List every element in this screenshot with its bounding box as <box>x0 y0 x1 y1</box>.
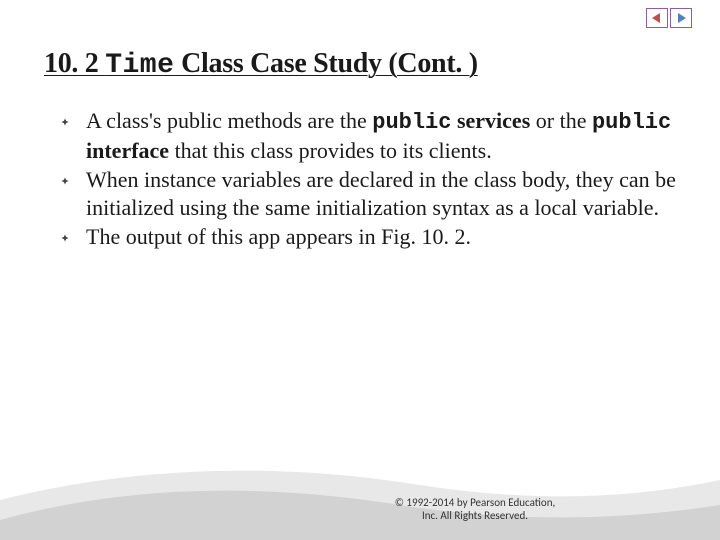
nav-buttons <box>646 8 692 28</box>
prev-button[interactable] <box>646 8 668 28</box>
bullet-list: A class's public methods are the public … <box>44 107 690 251</box>
next-button[interactable] <box>670 8 692 28</box>
list-item: A class's public methods are the public … <box>64 107 690 164</box>
title-rest: Class Case Study (Cont. ) <box>174 48 477 79</box>
text-run: interface <box>86 138 169 163</box>
arrow-right-icon <box>674 11 688 25</box>
text-run: that this class provides to its clients. <box>169 138 492 163</box>
text-run: public <box>372 110 451 135</box>
title-section: 10. 2 <box>44 48 105 79</box>
text-run: services <box>451 108 530 133</box>
slide-title: 10. 2 Time Class Case Study (Cont. ) <box>44 48 690 81</box>
text-run: A class's public methods are the <box>86 108 372 133</box>
copyright-line1: © 1992-2014 by Pearson Education, <box>260 496 690 509</box>
list-item: The output of this app appears in Fig. 1… <box>64 223 690 251</box>
text-run: When instance variables are declared in … <box>86 167 676 220</box>
arrow-left-icon <box>650 11 664 25</box>
copyright: © 1992-2014 by Pearson Education, Inc. A… <box>0 496 690 522</box>
copyright-line2: Inc. All Rights Reserved. <box>260 509 690 522</box>
slide-content: 10. 2 Time Class Case Study (Cont. ) A c… <box>44 48 690 253</box>
text-run: or the <box>530 108 592 133</box>
title-mono: Time <box>105 50 174 81</box>
list-item: When instance variables are declared in … <box>64 166 690 221</box>
text-run: public <box>592 110 671 135</box>
text-run: The output of this app appears in Fig. 1… <box>86 224 471 249</box>
